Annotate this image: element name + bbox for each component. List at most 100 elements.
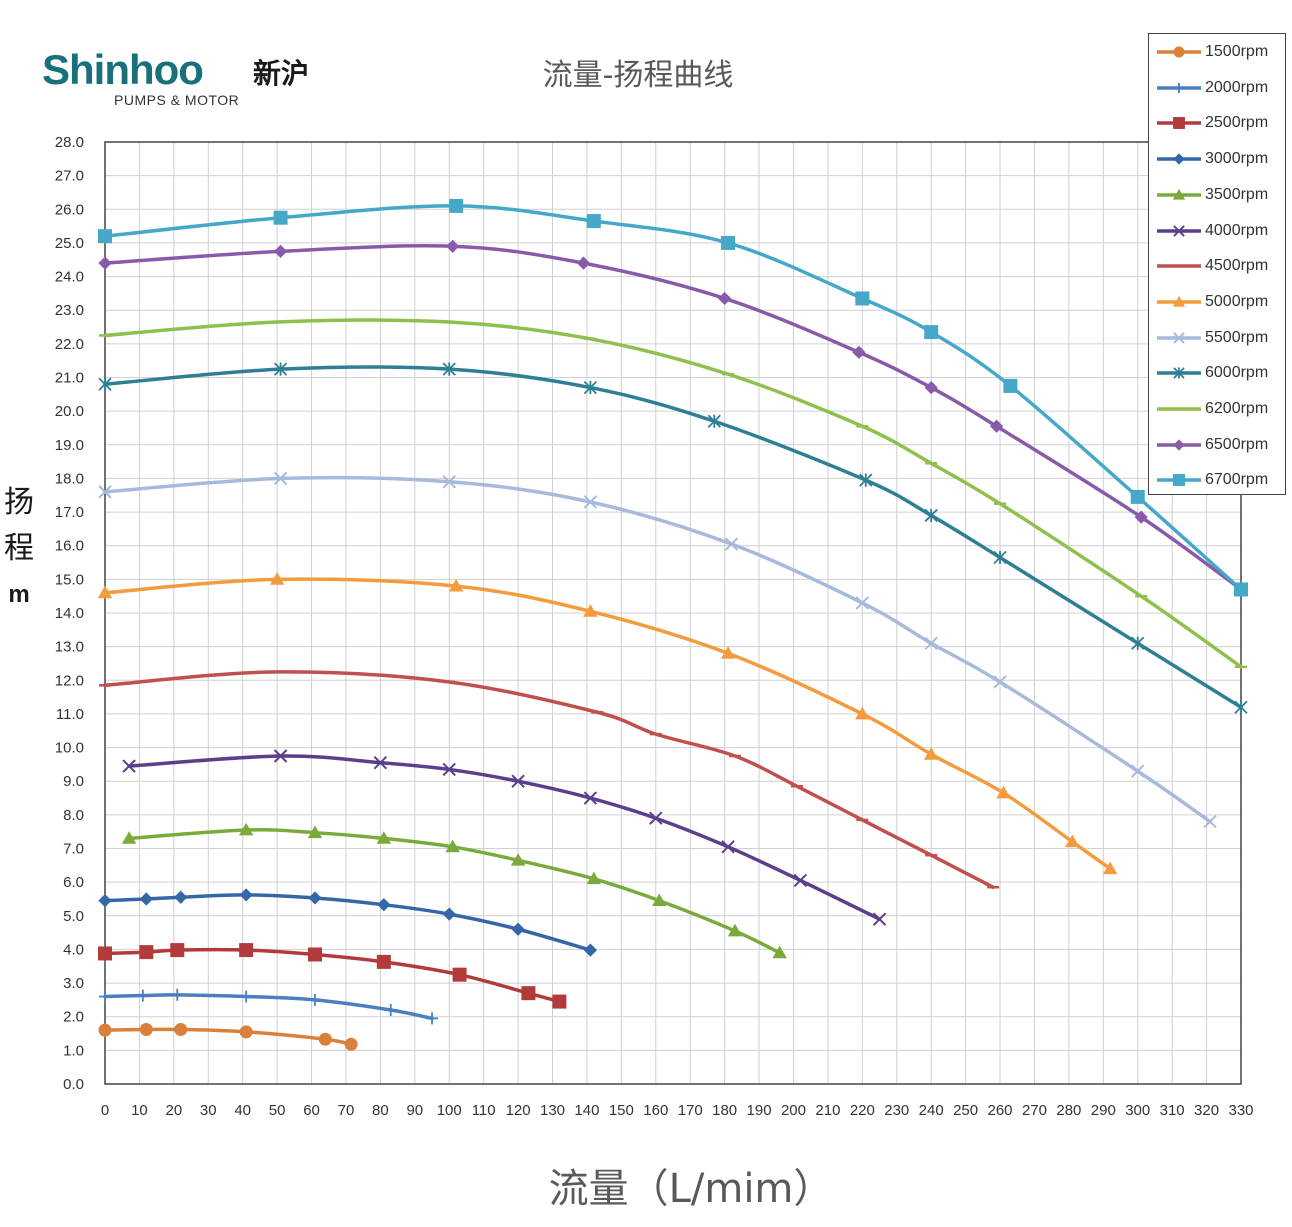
- legend-swatch: [1157, 474, 1201, 487]
- x-tick-label: 300: [1125, 1102, 1150, 1119]
- series-2500rpm: [98, 943, 567, 1009]
- data-point: [449, 198, 464, 213]
- data-point: [121, 831, 137, 844]
- data-point: [727, 923, 743, 937]
- legend-item: 2500rpm: [1149, 108, 1287, 138]
- y-tick-label: 12.0: [55, 672, 84, 689]
- data-point: [238, 822, 254, 836]
- y-axis-unit: m: [8, 581, 30, 608]
- legend-item: 4000rpm: [1149, 216, 1287, 246]
- data-point: [996, 785, 1011, 799]
- legend-item: 5500rpm: [1149, 323, 1287, 353]
- data-point: [308, 891, 322, 905]
- series-line: [127, 828, 782, 955]
- data-point: [1130, 489, 1145, 504]
- legend-item: 3500rpm: [1149, 180, 1287, 210]
- data-point: [99, 990, 111, 1003]
- data-point: [583, 943, 597, 957]
- x-tick-label: 290: [1091, 1102, 1116, 1119]
- data-point: [139, 945, 154, 960]
- legend-label: 6000rpm: [1205, 364, 1269, 382]
- data-point: [171, 988, 184, 1001]
- data-point: [1134, 510, 1148, 524]
- x-tick-label: 130: [540, 1102, 565, 1119]
- y-tick-label: 25.0: [55, 235, 84, 252]
- data-point: [98, 229, 112, 244]
- y-tick-label: 11.0: [56, 706, 84, 723]
- x-tick-label: 270: [1022, 1102, 1047, 1119]
- y-tick-label: 28.0: [55, 134, 84, 151]
- legend-item: 1500rpm: [1149, 37, 1287, 67]
- data-point: [445, 839, 460, 853]
- data-point: [97, 585, 113, 599]
- legend-swatch: [1157, 153, 1201, 165]
- legend-swatch: [1157, 407, 1201, 411]
- legend-item: 6500rpm: [1149, 430, 1287, 460]
- data-point: [583, 495, 598, 509]
- data-point: [552, 994, 567, 1009]
- legend-label: 1500rpm: [1205, 43, 1269, 60]
- data-point: [1131, 764, 1145, 778]
- data-point: [98, 1023, 112, 1037]
- legend-marker: [1172, 295, 1186, 307]
- data-point: [98, 256, 112, 270]
- data-point: [308, 993, 321, 1006]
- y-tick-label: 7.0: [63, 841, 84, 858]
- legend-label: 2000rpm: [1205, 78, 1269, 96]
- data-point: [273, 244, 288, 258]
- x-tick-label: 70: [338, 1102, 355, 1119]
- series-line: [103, 204, 1243, 592]
- y-tick-label: 3.0: [63, 975, 84, 992]
- x-tick-label: 30: [200, 1102, 217, 1119]
- x-tick-label: 90: [406, 1102, 423, 1119]
- legend-item: 5000rpm: [1149, 287, 1287, 317]
- x-tick-label: 150: [609, 1102, 634, 1119]
- data-point: [442, 907, 456, 921]
- data-point: [586, 214, 601, 229]
- legend-label: 3000rpm: [1205, 150, 1269, 168]
- legend-label: 4000rpm: [1205, 221, 1269, 239]
- legend-marker: [1173, 82, 1185, 93]
- y-tick-label: 0.0: [63, 1076, 84, 1093]
- data-point: [273, 749, 288, 763]
- x-tick-label: 180: [712, 1102, 737, 1119]
- y-tick-label: 16.0: [55, 538, 84, 555]
- series-1500rpm: [98, 1022, 358, 1051]
- legend-swatch: [1157, 46, 1201, 58]
- data-point: [1003, 378, 1018, 393]
- chart-title-wrap: 流量-扬程曲线: [0, 50, 1292, 94]
- data-point: [442, 475, 456, 489]
- data-point: [772, 945, 787, 959]
- legend-marker: [1173, 439, 1185, 451]
- y-tick-label: 15.0: [55, 571, 84, 588]
- x-tick-label: 120: [506, 1102, 531, 1119]
- data-point: [855, 706, 870, 720]
- x-tick-label: 240: [919, 1102, 944, 1119]
- x-tick-label: 160: [643, 1102, 668, 1119]
- data-point: [521, 986, 536, 1001]
- y-tick-label: 21.0: [55, 370, 84, 387]
- data-point: [718, 291, 732, 306]
- x-tick-label: 170: [678, 1102, 703, 1119]
- legend-marker: [1173, 331, 1185, 344]
- legend-swatch: [1157, 117, 1201, 130]
- data-point: [724, 537, 739, 551]
- data-point: [239, 943, 254, 958]
- legend-item: 2000rpm: [1149, 73, 1287, 103]
- series-6000rpm: [98, 362, 1248, 714]
- series-line: [127, 754, 882, 921]
- legend-swatch: [1157, 224, 1201, 237]
- x-tick-label: 50: [269, 1102, 286, 1119]
- legend-item: 4500rpm: [1149, 251, 1287, 281]
- data-point: [924, 636, 938, 650]
- series-2000rpm: [99, 988, 439, 1025]
- y-tick-label: 26.0: [55, 201, 84, 218]
- data-point: [707, 414, 721, 428]
- y-tick-label: 22.0: [55, 336, 84, 353]
- data-point: [344, 1037, 358, 1051]
- data-point: [273, 210, 288, 225]
- data-point: [384, 1003, 397, 1016]
- y-axis-label-char-2: 程: [4, 531, 34, 566]
- data-point: [239, 888, 253, 902]
- y-tick-label: 18.0: [55, 470, 84, 487]
